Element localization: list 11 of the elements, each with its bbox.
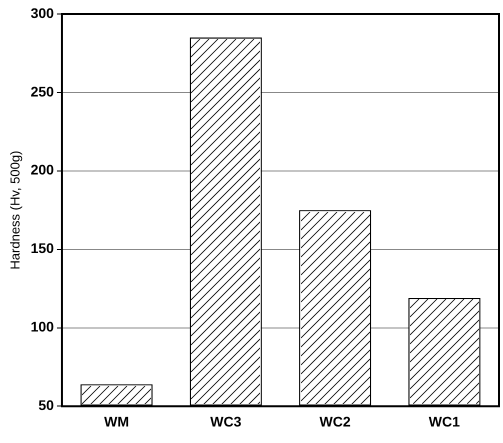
y-tick-label: 150 xyxy=(30,240,54,256)
x-tick-label: WC3 xyxy=(210,413,242,430)
y-tick-label: 250 xyxy=(30,83,54,100)
x-tick-label: WC2 xyxy=(320,413,351,430)
y-tick-label: 300 xyxy=(30,4,54,21)
y-axis-title: Hardness (Hv, 500g) xyxy=(7,150,22,270)
y-tick-label: 50 xyxy=(38,397,54,414)
y-tick-label: 200 xyxy=(30,162,54,178)
y-tick-label: 100 xyxy=(30,318,54,335)
x-tick-label: WM xyxy=(104,413,130,430)
x-tick-label: WC1 xyxy=(428,413,460,430)
